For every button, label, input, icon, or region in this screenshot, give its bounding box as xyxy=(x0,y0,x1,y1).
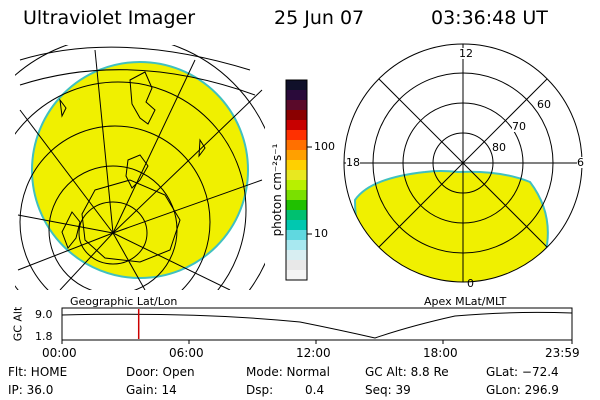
color-swatch xyxy=(286,150,307,161)
flight-mode: Flt: HOME xyxy=(8,365,68,379)
lat-lon-grid xyxy=(15,45,265,290)
mlat-label-80: 80 xyxy=(492,141,506,154)
mlt-label-6: 6 xyxy=(577,156,584,169)
color-swatch xyxy=(286,80,307,91)
uv-emission-region xyxy=(31,61,249,279)
altitude-axis-label: GC Alt xyxy=(11,306,25,342)
gain-value: Gain: 14 xyxy=(126,383,177,397)
time-tick-1800: 18:00 xyxy=(423,346,458,360)
altitude-tick-high: 9.0 xyxy=(35,308,53,321)
color-scale-frame xyxy=(285,79,308,281)
color-swatch xyxy=(286,250,307,261)
instrument-title: Ultraviolet Imager xyxy=(23,7,196,29)
mlat-label-70: 70 xyxy=(512,120,526,133)
color-swatch xyxy=(286,140,307,151)
time-label: 03:36:48 UT xyxy=(431,7,548,29)
altitude-curve xyxy=(61,311,573,339)
color-swatch xyxy=(286,180,307,191)
right-map-caption: Apex MLat/MLT xyxy=(424,295,507,308)
color-swatch xyxy=(286,90,307,101)
color-swatch xyxy=(286,160,307,171)
time-tick-0600: 06:00 xyxy=(169,346,204,360)
coastline-outlines xyxy=(59,71,206,263)
geographic-longitude: GLon: 296.9 xyxy=(486,383,559,397)
color-swatch xyxy=(286,220,307,231)
time-tick-1200: 12:00 xyxy=(296,346,331,360)
left-map-caption: Geographic Lat/Lon xyxy=(70,295,178,308)
mode-value: Mode: Normal xyxy=(246,365,330,379)
color-swatch xyxy=(286,270,307,281)
mlt-label-18: 18 xyxy=(346,156,360,169)
time-axis-ticks xyxy=(61,340,573,344)
color-swatch xyxy=(286,210,307,221)
color-swatch xyxy=(286,120,307,131)
time-tick-0000: 00:00 xyxy=(42,346,77,360)
color-swatch xyxy=(286,240,307,251)
altitude-tick-low: 1.8 xyxy=(35,330,53,343)
sequence-number: Seq: 39 xyxy=(365,383,411,397)
dsp-value: 0.4 xyxy=(305,383,325,397)
color-swatch xyxy=(286,190,307,201)
mlt-label-12: 12 xyxy=(459,47,473,60)
colorbar-tick-label-10: 10 xyxy=(314,227,328,240)
color-scale-swatches xyxy=(286,80,307,281)
time-tick-2359: 23:59 xyxy=(545,346,580,360)
color-swatch xyxy=(286,230,307,241)
color-swatch xyxy=(286,110,307,121)
color-swatch xyxy=(286,130,307,141)
color-swatch xyxy=(286,170,307,181)
date-label: 25 Jun 07 xyxy=(274,7,365,29)
colorbar-tick-label-100: 100 xyxy=(314,140,335,153)
color-swatch xyxy=(286,200,307,211)
dsp-label: Dsp: xyxy=(246,383,274,397)
mlat-label-60: 60 xyxy=(537,98,551,111)
mlt-label-0: 0 xyxy=(467,277,474,290)
gc-altitude: GC Alt: 8.8 Re xyxy=(365,365,449,379)
color-swatch xyxy=(286,260,307,271)
color-swatch xyxy=(286,100,307,111)
door-status: Door: Open xyxy=(126,365,195,379)
mlat-mlt-grid xyxy=(343,43,583,283)
ip-value: IP: 36.0 xyxy=(8,383,54,397)
geographic-latitude: GLat: −72.4 xyxy=(486,365,559,379)
